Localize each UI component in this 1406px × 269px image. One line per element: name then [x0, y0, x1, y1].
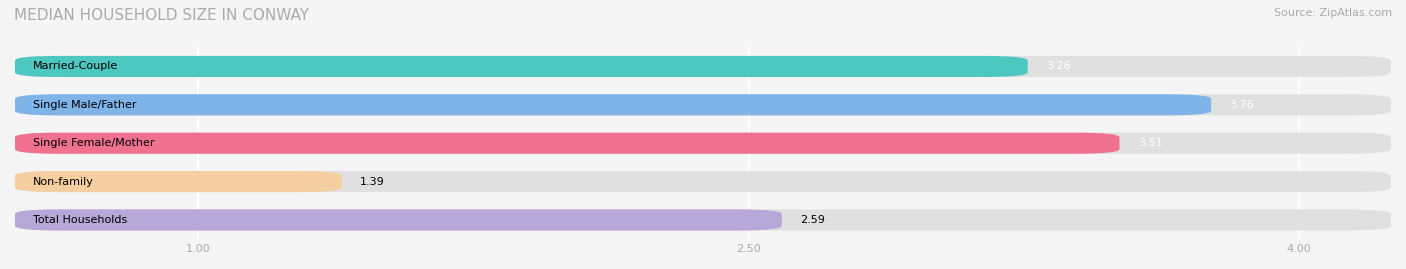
FancyBboxPatch shape — [15, 133, 1391, 154]
FancyBboxPatch shape — [15, 171, 1391, 192]
FancyBboxPatch shape — [15, 133, 1119, 154]
Text: MEDIAN HOUSEHOLD SIZE IN CONWAY: MEDIAN HOUSEHOLD SIZE IN CONWAY — [14, 8, 309, 23]
FancyBboxPatch shape — [15, 171, 342, 192]
Text: 2.59: 2.59 — [800, 215, 825, 225]
FancyBboxPatch shape — [15, 94, 1391, 115]
Text: Single Female/Mother: Single Female/Mother — [34, 138, 155, 148]
FancyBboxPatch shape — [15, 56, 1028, 77]
Text: Non-family: Non-family — [34, 176, 94, 187]
Text: 1.39: 1.39 — [360, 176, 385, 187]
FancyBboxPatch shape — [15, 209, 782, 231]
Text: Single Male/Father: Single Male/Father — [34, 100, 136, 110]
Text: 3.51: 3.51 — [1137, 138, 1163, 148]
FancyBboxPatch shape — [15, 94, 1211, 115]
Text: Married-Couple: Married-Couple — [34, 61, 118, 72]
Text: 3.26: 3.26 — [1046, 61, 1071, 72]
Text: Total Households: Total Households — [34, 215, 128, 225]
Text: 3.76: 3.76 — [1230, 100, 1254, 110]
Text: Source: ZipAtlas.com: Source: ZipAtlas.com — [1274, 8, 1392, 18]
FancyBboxPatch shape — [15, 56, 1391, 77]
FancyBboxPatch shape — [15, 209, 1391, 231]
